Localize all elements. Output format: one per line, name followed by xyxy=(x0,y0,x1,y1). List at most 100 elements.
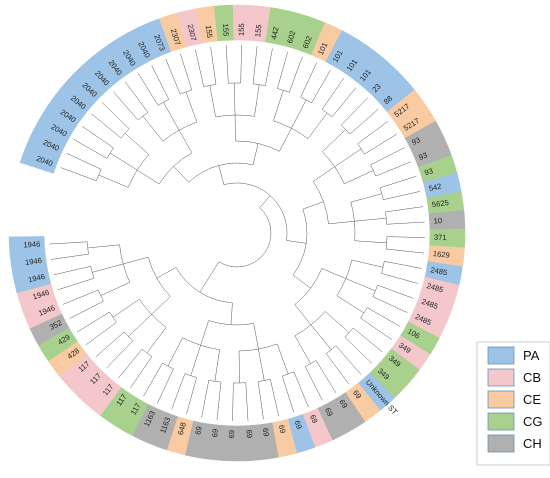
ring-segment-label: 1629 xyxy=(432,249,450,260)
tree-branch xyxy=(230,302,233,325)
tree-branch xyxy=(128,314,152,337)
ring-segment-label: 2307 xyxy=(186,23,199,41)
tree-branch-arc xyxy=(360,307,368,319)
ring-segment-label: 155 xyxy=(253,24,263,38)
ring-segment-label: 602 xyxy=(285,30,297,45)
tree-branch xyxy=(321,78,344,110)
tree-branch xyxy=(313,166,335,182)
ring-segment-label: 371 xyxy=(434,233,447,242)
tree-branch xyxy=(259,195,271,208)
tree-branch-arc xyxy=(223,182,288,241)
tree-branch xyxy=(112,91,139,121)
tree-branch xyxy=(123,256,149,265)
tree-branch xyxy=(304,366,323,401)
tree-branch xyxy=(379,176,417,189)
tree-branch xyxy=(73,139,108,159)
tree-branch-arc xyxy=(208,320,254,326)
tree-branch xyxy=(370,147,405,166)
tree-branch-arc xyxy=(312,181,329,224)
tree-branch xyxy=(291,99,307,129)
tree-branch-arc xyxy=(372,285,378,297)
tree-branch xyxy=(326,353,350,385)
tree-branch xyxy=(311,69,331,103)
tree-branch xyxy=(367,307,401,327)
tree-branch xyxy=(352,327,383,353)
legend-label-cb: CB xyxy=(523,370,541,385)
tree-branch xyxy=(252,46,258,84)
tree-branch xyxy=(322,129,346,152)
tree-branch xyxy=(310,324,332,350)
tree-branch-arc xyxy=(235,140,280,152)
tree-branch xyxy=(60,167,97,182)
legend-swatch-cb xyxy=(487,368,515,387)
tree-branch-arc xyxy=(203,84,216,87)
tree-branch xyxy=(350,193,382,203)
ring-segment-label: 69 xyxy=(193,426,203,436)
tree-branches xyxy=(49,45,425,421)
tree-branch xyxy=(100,282,130,296)
tree-branch-arc xyxy=(180,89,192,95)
tree-branch xyxy=(341,97,368,126)
tree-branch xyxy=(66,153,102,170)
tree-branch xyxy=(344,337,373,364)
tree-branch xyxy=(210,261,220,276)
legend-label-cg: CG xyxy=(523,414,543,429)
tree-branch xyxy=(85,322,117,346)
tree-branch xyxy=(151,296,171,315)
tree-branch xyxy=(334,148,362,168)
ring-segment-label: 69 xyxy=(308,413,320,424)
tree-branch xyxy=(321,268,346,279)
tree-branch xyxy=(270,379,279,417)
tree-branch xyxy=(195,49,205,87)
ring-segment-label: 442 xyxy=(269,26,280,40)
tree-branch xyxy=(293,371,309,408)
tree-branch xyxy=(125,81,149,113)
ring-segment-label: 2485 xyxy=(430,265,448,277)
tree-branch xyxy=(386,221,425,225)
tree-branch xyxy=(124,133,150,155)
tree-branch xyxy=(82,126,114,149)
ring-segment-label: 69 xyxy=(323,406,335,418)
tree-branch xyxy=(286,240,307,244)
ring-segment-label: 1946 xyxy=(27,272,45,285)
tree-branch xyxy=(95,331,125,358)
tree-branch xyxy=(165,58,181,95)
tree-branch xyxy=(257,381,264,420)
tree-branch xyxy=(385,206,424,213)
tree-branch-arc xyxy=(292,209,308,276)
tree-branch xyxy=(328,221,355,225)
tree-branch xyxy=(325,311,350,333)
tree-branch-arc xyxy=(96,169,102,181)
tree-branch-arc xyxy=(162,362,174,370)
tree-branch-arc xyxy=(138,112,148,121)
tree-branch xyxy=(210,46,217,85)
tree-branch-arc xyxy=(106,147,114,159)
tree-branch xyxy=(335,345,362,375)
tree-branch xyxy=(49,241,88,245)
tree-branch xyxy=(386,248,424,254)
tree-branch xyxy=(254,84,260,117)
tree-branch xyxy=(294,304,312,326)
legend-swatch-ce xyxy=(487,390,515,409)
tree-branch xyxy=(307,112,328,139)
ring-segment-label: 93 xyxy=(410,135,422,147)
ring-segment-label: 1946 xyxy=(23,240,40,250)
tree-branch xyxy=(62,289,99,305)
tree-branch xyxy=(360,317,392,340)
tree-branch xyxy=(218,165,225,185)
tree-branch xyxy=(53,266,91,276)
tree-branch xyxy=(364,133,397,155)
legend-swatch-cg xyxy=(487,412,515,431)
tree-branch xyxy=(143,363,163,397)
tree-branch xyxy=(288,56,303,93)
ring-segment-label: 1946 xyxy=(25,256,43,267)
tree-branch xyxy=(91,113,122,139)
tree-branch-arc xyxy=(305,360,317,367)
ring-segment-label: 2485 xyxy=(426,281,445,294)
tree-branch xyxy=(112,299,140,318)
tree-branch xyxy=(273,90,284,121)
tree-branch xyxy=(300,62,317,98)
tree-branch xyxy=(117,348,143,379)
tree-branch xyxy=(276,343,289,375)
